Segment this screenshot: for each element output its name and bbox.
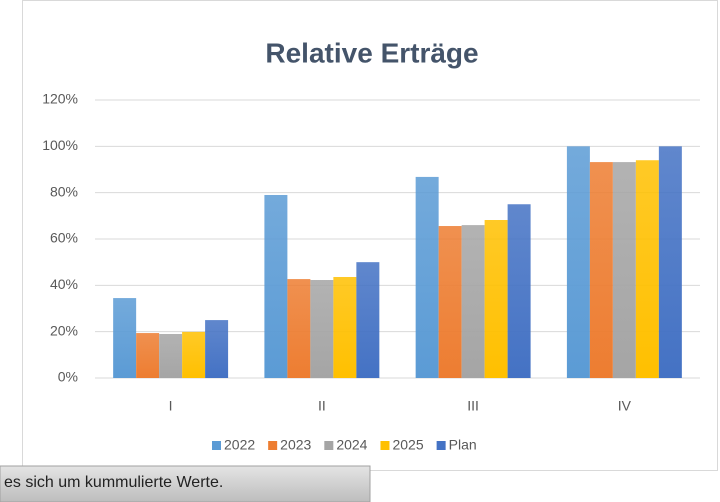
legend-label: 2025	[392, 437, 423, 453]
bar	[310, 280, 334, 378]
x-tick-label: I	[169, 398, 173, 414]
bar	[612, 162, 636, 378]
legend-label: 2023	[280, 437, 311, 453]
bar	[356, 262, 380, 378]
legend-swatch	[380, 441, 390, 450]
y-tick-label: 60%	[50, 230, 78, 246]
bar	[438, 226, 462, 378]
y-tick-label: 100%	[42, 137, 78, 153]
x-tick-label: II	[318, 398, 326, 414]
bar	[159, 333, 183, 378]
legend-label: Plan	[449, 437, 477, 453]
y-tick-label: 120%	[42, 91, 78, 107]
y-tick-label: 80%	[50, 183, 78, 199]
bar	[205, 320, 229, 378]
bar	[264, 194, 288, 378]
y-tick-label: 0%	[58, 369, 78, 385]
chart-title: Relative Erträge	[265, 37, 478, 68]
bar	[136, 333, 160, 378]
y-tick-label: 20%	[50, 322, 78, 338]
x-tick-label: IV	[618, 398, 632, 414]
bar	[507, 204, 531, 378]
y-tick-label: 40%	[50, 276, 78, 292]
bar	[113, 298, 137, 378]
bar	[484, 220, 508, 378]
bar	[658, 146, 682, 378]
legend-label: 2022	[224, 437, 255, 453]
bar	[415, 176, 439, 378]
legend-label: 2024	[336, 437, 367, 453]
x-tick-label: III	[467, 398, 479, 414]
note-text: es sich um kummulierte Werte.	[4, 474, 223, 491]
bar	[333, 276, 357, 378]
bar	[635, 160, 659, 378]
bar	[182, 331, 206, 378]
note-box	[0, 465, 371, 502]
bar	[589, 162, 613, 378]
legend-swatch	[268, 441, 278, 450]
bar	[287, 279, 311, 378]
legend-swatch	[324, 441, 334, 450]
legend-swatch	[212, 441, 221, 450]
legend: 2022 2023 2024 2025 Plan	[212, 437, 477, 453]
legend-swatch	[436, 441, 446, 450]
bar	[461, 225, 485, 378]
bar	[566, 146, 590, 378]
